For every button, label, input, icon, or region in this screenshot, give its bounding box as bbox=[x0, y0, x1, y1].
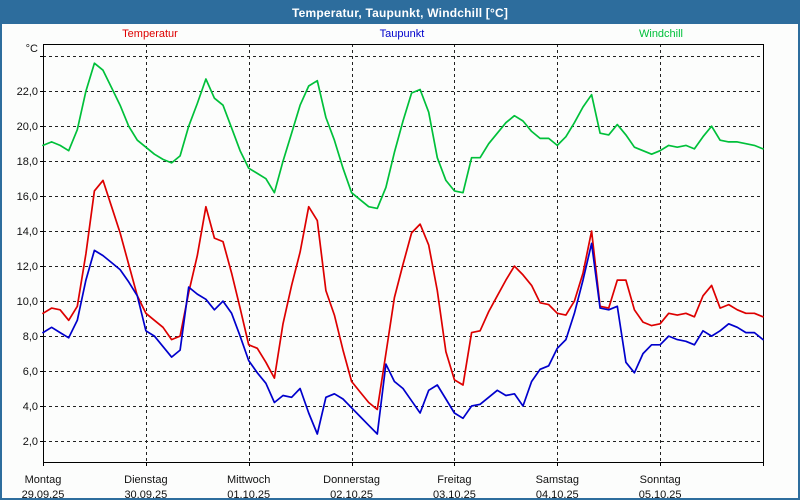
legend-windchill-label: Windchill bbox=[638, 28, 684, 40]
day-name-label: Dienstag bbox=[124, 474, 167, 486]
window-title: Temperatur, Taupunkt, Windchill [°C] bbox=[291, 6, 509, 20]
day-date-label: 03.10.25 bbox=[433, 489, 476, 500]
day-name-label: Donnerstag bbox=[323, 474, 380, 486]
day-name-label: Samstag bbox=[536, 474, 579, 486]
title-bar: Temperatur, Taupunkt, Windchill [°C] bbox=[2, 2, 798, 24]
y-tick-label: 14,0 bbox=[17, 226, 38, 238]
day-name-label: Sonntag bbox=[640, 474, 681, 486]
legend-taupunkt-label: Taupunkt bbox=[379, 28, 425, 40]
day-date-label: 30.09.25 bbox=[124, 489, 167, 500]
day-date-label: 29.09.25 bbox=[22, 489, 65, 500]
y-tick-label: 2,0 bbox=[23, 436, 38, 448]
day-date-label: 05.10.25 bbox=[639, 489, 682, 500]
axes bbox=[40, 44, 764, 466]
series-temperatur-line bbox=[42, 179, 764, 411]
series-windchill-line bbox=[42, 62, 764, 210]
y-tick-label: 8,0 bbox=[23, 331, 38, 343]
y-tick-label: 10,0 bbox=[17, 296, 38, 308]
plot-border bbox=[43, 44, 764, 463]
y-axis-labels: 22,0 20,0 18,0 16,0 14,0 12,0 10,0 8,0 6,0 4,0 2,0 bbox=[17, 86, 38, 448]
y-tick-label: 18,0 bbox=[17, 156, 38, 168]
day-date-label: 02.10.25 bbox=[330, 489, 373, 500]
x-axis-labels: Montag 29.09.25 Dienstag 30.09.25 Mittwoch 01… bbox=[22, 474, 682, 500]
y-tick-label: 22,0 bbox=[17, 86, 38, 98]
day-date-label: 04.10.25 bbox=[536, 489, 579, 500]
day-name-label: Mittwoch bbox=[227, 474, 270, 486]
y-tick-label: 16,0 bbox=[17, 191, 38, 203]
y-tick-label: 6,0 bbox=[23, 366, 38, 378]
y-axis-unit-label: °C bbox=[26, 43, 38, 55]
y-tick-label: 20,0 bbox=[17, 121, 38, 133]
gridlines bbox=[43, 44, 763, 462]
legend-temperatur-label: Temperatur bbox=[122, 28, 178, 40]
y-tick-label: 12,0 bbox=[17, 261, 38, 273]
day-date-label: 01.10.25 bbox=[227, 489, 270, 500]
day-name-label: Montag bbox=[25, 474, 62, 486]
series-taupunkt-line bbox=[42, 242, 764, 435]
y-tick-label: 4,0 bbox=[23, 401, 38, 413]
day-name-label: Freitag bbox=[437, 474, 471, 486]
